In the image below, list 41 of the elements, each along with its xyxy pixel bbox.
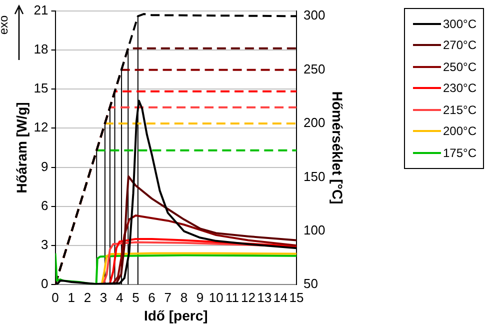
- x-tick-label: 6: [148, 290, 156, 305]
- x-tick-label: 12: [241, 290, 256, 305]
- text: exo: [0, 15, 11, 35]
- legend-label: 300°C: [443, 16, 476, 31]
- x-tick-label: 4: [116, 290, 124, 305]
- y-tick-label: 9: [41, 158, 48, 174]
- legend-label: 270°C: [443, 38, 476, 52]
- legend-label: 230°C: [443, 81, 476, 96]
- y-tick-label: 18: [34, 41, 48, 56]
- x-tick-label: 13: [257, 290, 272, 305]
- legend-label: 175°C: [443, 146, 476, 160]
- x-tick-label: 5: [132, 290, 140, 305]
- y2-tick-label: 300: [304, 8, 326, 23]
- y-tick-label: 6: [41, 198, 48, 213]
- y2-axis-title: Hőmérséklet [°C]: [330, 91, 346, 204]
- x-tick-label: 10: [208, 290, 224, 305]
- y-axis-title: Hőáram [W/g]: [13, 102, 30, 194]
- x-tick-label: 0: [52, 290, 59, 305]
- y2-tick-label: 50: [304, 276, 318, 292]
- y-tick-label: 0: [41, 276, 48, 292]
- y2-tick-label: 200: [304, 115, 326, 130]
- y2-tick-label: 100: [304, 222, 326, 238]
- y2-tick-label: 150: [304, 168, 326, 184]
- x-axis-title: Idő [perc]: [144, 307, 208, 324]
- x-tick-label: 8: [180, 290, 188, 305]
- legend-label: 215°C: [443, 102, 476, 117]
- x-tick-label: 11: [225, 290, 239, 305]
- legend-label: 200°C: [443, 124, 476, 138]
- x-tick-label: 3: [100, 290, 108, 305]
- y-tick-label: 12: [34, 120, 48, 135]
- legend-label: 250°C: [443, 60, 476, 74]
- y-tick-label: 15: [34, 80, 48, 96]
- x-tick-label: 9: [196, 290, 204, 305]
- x-tick-label: 2: [84, 290, 92, 305]
- x-tick-label: 14: [273, 290, 288, 305]
- y-tick-label: 3: [41, 237, 48, 252]
- x-tick-label: 15: [289, 290, 304, 305]
- y2-tick-label: 250: [304, 61, 326, 76]
- x-tick-label: 7: [164, 290, 172, 305]
- x-tick-label: 1: [68, 290, 75, 305]
- y-tick-label: 21: [34, 2, 48, 18]
